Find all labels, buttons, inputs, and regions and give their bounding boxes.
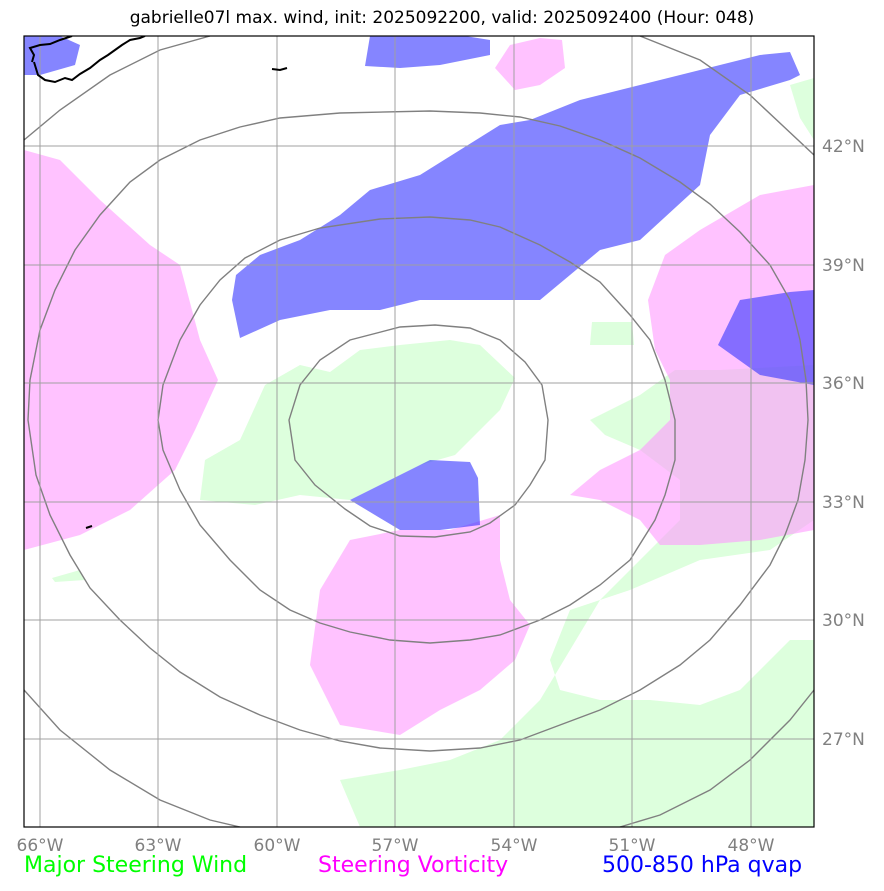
qvap-area xyxy=(365,36,490,68)
range-ring-outer xyxy=(27,110,809,752)
steering-vorticity-layer xyxy=(24,38,814,735)
range-ring-inner xyxy=(288,324,549,538)
lon-tick-label: 60°W xyxy=(254,836,301,856)
lon-tick-label: 48°W xyxy=(728,836,775,856)
vorticity-area xyxy=(24,150,218,550)
lat-tick-label: 30°N xyxy=(822,611,865,631)
lat-tick-labels: 42°N 39°N 36°N 33°N 30°N 27°N xyxy=(822,137,865,750)
vorticity-area xyxy=(310,515,530,735)
range-rings xyxy=(24,36,814,827)
map-frame xyxy=(23,35,815,828)
lat-tick-label: 33°N xyxy=(822,493,865,513)
lat-tick-label: 39°N xyxy=(822,256,865,276)
vorticity-area xyxy=(495,38,565,90)
coastline-sable-island xyxy=(271,67,288,72)
steering-wind-area xyxy=(590,322,634,345)
legend-steering-wind: Major Steering Wind xyxy=(24,853,248,878)
range-ring-outermost xyxy=(619,689,814,827)
coastline-bermuda xyxy=(85,525,93,529)
coastline xyxy=(28,36,288,529)
lon-tick-labels: 66°W 63°W 60°W 57°W 54°W 51°W 48°W xyxy=(17,836,775,856)
vorticity-area xyxy=(570,185,814,545)
legend-steering-vorticity: Steering Vorticity xyxy=(318,853,509,878)
lon-tick-label: 63°W xyxy=(135,836,182,856)
range-ring-middle xyxy=(157,216,676,644)
lon-tick-label: 51°W xyxy=(609,836,656,856)
map-title: gabrielle07l max. wind, init: 2025092200… xyxy=(129,8,755,28)
qvap-area xyxy=(718,290,814,385)
legend-qvap: 500-850 hPa qvap xyxy=(602,853,803,878)
qvap-area xyxy=(232,52,800,338)
steering-wind-area xyxy=(790,78,814,140)
range-ring-outermost xyxy=(24,689,241,827)
graticule xyxy=(24,36,814,827)
lon-tick-label: 66°W xyxy=(17,836,64,856)
lat-tick-label: 42°N xyxy=(822,137,865,157)
qvap-area xyxy=(24,36,80,75)
lon-tick-label: 57°W xyxy=(372,836,419,856)
steering-wind-area xyxy=(200,340,515,505)
steering-wind-area xyxy=(52,570,85,582)
lat-tick-label: 27°N xyxy=(822,730,865,750)
qvap-area xyxy=(350,460,480,530)
range-ring-outermost xyxy=(24,36,211,141)
lat-tick-label: 36°N xyxy=(822,374,865,394)
coastline-nova-scotia xyxy=(28,36,146,84)
range-ring-outermost xyxy=(639,36,814,156)
lon-tick-label: 54°W xyxy=(491,836,538,856)
